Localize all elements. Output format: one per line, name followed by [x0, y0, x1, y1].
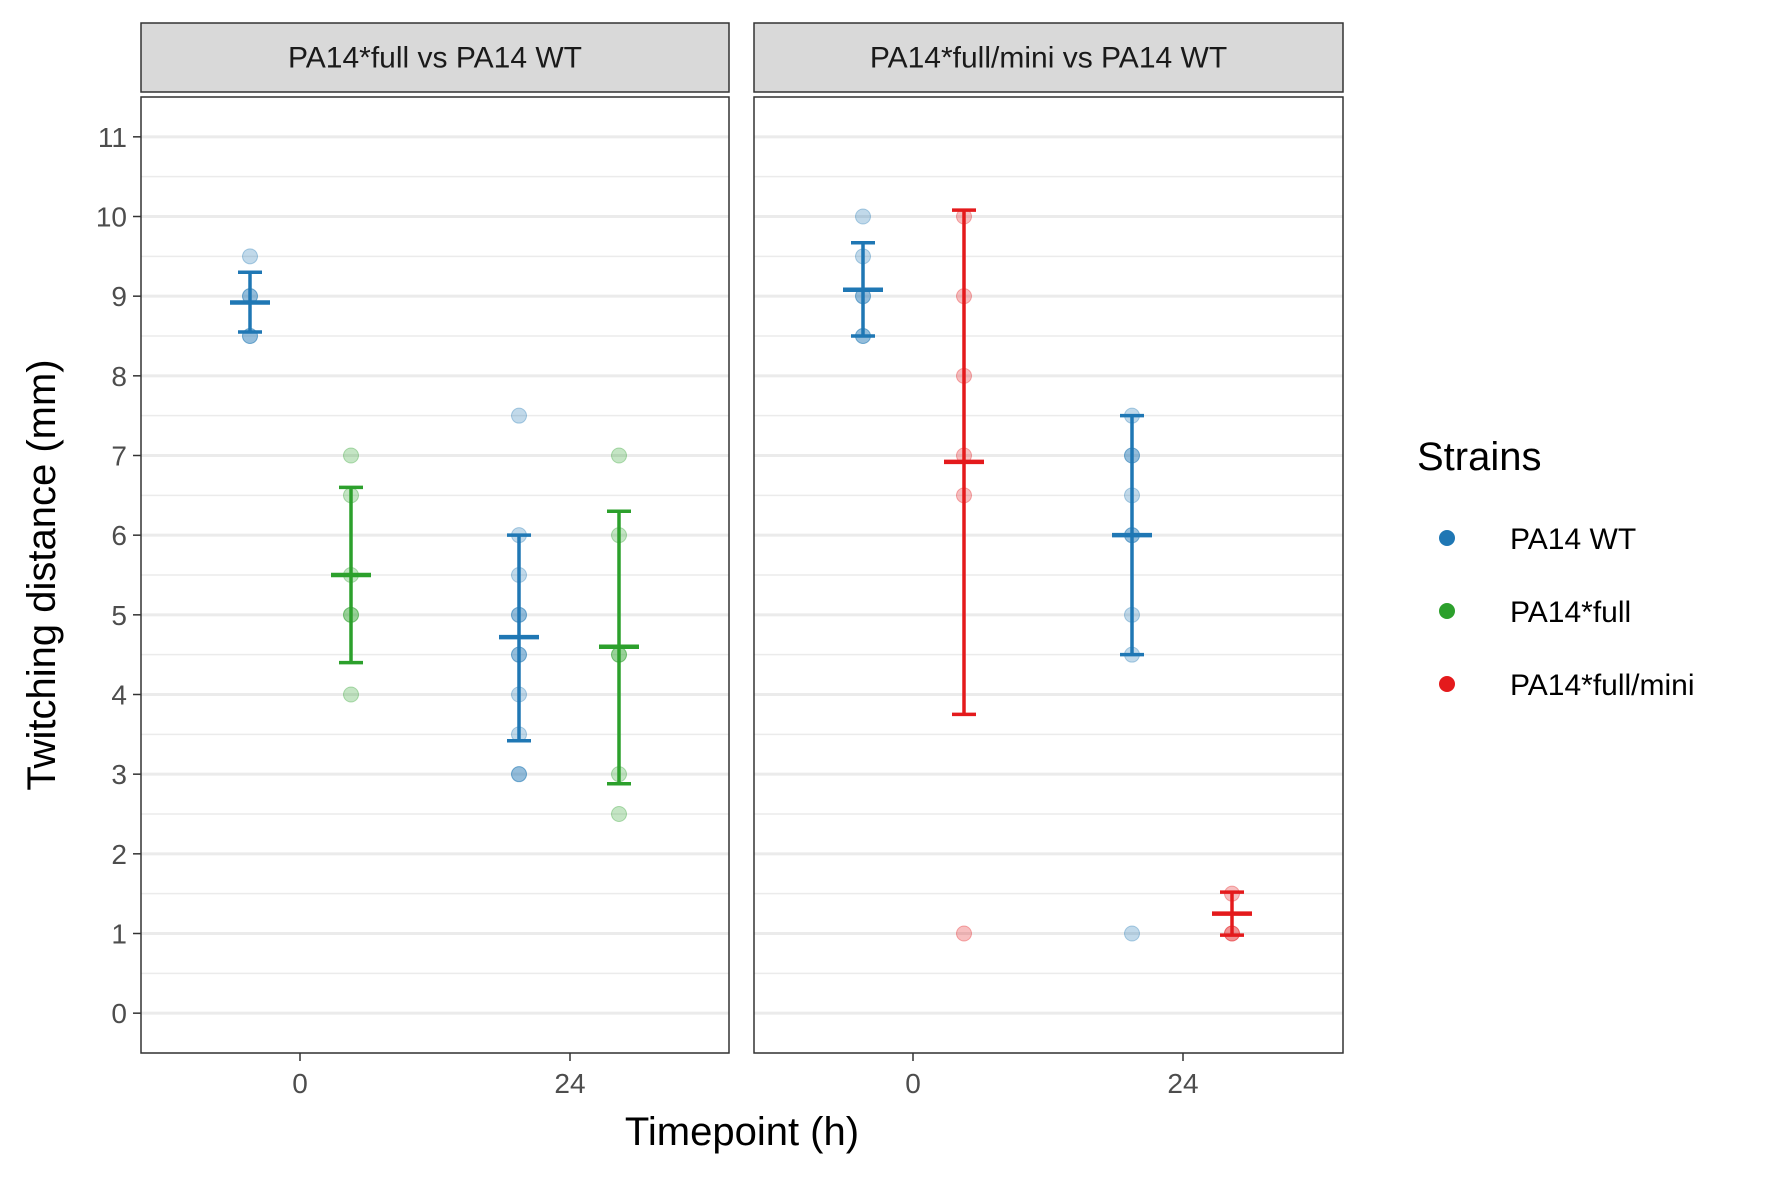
- group-pa14-wt-t0: [230, 248, 270, 344]
- y-tick-label: 10: [96, 202, 127, 233]
- panel-border: [140, 96, 730, 1054]
- x-tick-label: 0: [292, 1068, 308, 1099]
- data-point: [511, 766, 527, 783]
- data-point: [511, 407, 527, 424]
- y-tick-label: 9: [111, 281, 127, 312]
- group-pa14-wt-t24: [499, 407, 539, 783]
- y-tick-label: 5: [111, 600, 127, 631]
- y-tick-label: 8: [111, 361, 127, 392]
- legend-key: [1439, 530, 1455, 546]
- legend-entry: PA14 WT: [1439, 523, 1636, 556]
- legend: Strains PA14 WT PA14*full PA14*full/mini: [1417, 435, 1695, 702]
- legend-label: PA14*full: [1510, 596, 1631, 629]
- data-point: [242, 248, 258, 265]
- x-tick-label: 24: [554, 1068, 585, 1099]
- y-tick-label: 11: [98, 122, 127, 153]
- group-pa14-full-t0: [331, 447, 371, 703]
- y-tick-label: 1: [111, 919, 127, 950]
- panel-title: PA14*full vs PA14 WT: [288, 42, 582, 75]
- data-point: [343, 686, 359, 703]
- data-point: [611, 447, 627, 464]
- legend-label: PA14*full/mini: [1510, 669, 1695, 702]
- panel-2: PA14*full/mini vs PA14 WT 0 24: [753, 22, 1344, 1099]
- y-tick-label: 4: [111, 680, 127, 711]
- x-axis-title: Timepoint (h): [625, 1110, 859, 1154]
- group-pa14-wt-t0: [843, 208, 883, 344]
- data-point: [611, 806, 627, 822]
- data-point: [855, 208, 871, 225]
- group-pa14-full-mini-t24: [1212, 885, 1252, 942]
- y-tick-label: 7: [111, 441, 127, 472]
- data-point: [956, 925, 972, 942]
- y-tick-label: 3: [111, 759, 127, 790]
- group-pa14-full-mini-t0: [944, 208, 984, 942]
- legend-entry: PA14*full: [1439, 596, 1631, 629]
- panel-strip: [753, 22, 1344, 93]
- y-axis-title: Twitching distance (mm): [20, 359, 64, 790]
- legend-title: Strains: [1417, 435, 1542, 479]
- group-pa14-full-t24: [599, 447, 639, 822]
- legend-key: [1439, 676, 1455, 692]
- group-pa14-wt-t24: [1112, 407, 1152, 942]
- x-tick-label: 24: [1167, 1068, 1198, 1099]
- legend-entry: PA14*full/mini: [1439, 669, 1695, 702]
- panel-title: PA14*full/mini vs PA14 WT: [870, 42, 1227, 75]
- x-tick-label: 0: [905, 1068, 921, 1099]
- panel-1: PA14*full vs PA14 WT 0 24: [140, 22, 730, 1099]
- y-tick-label: 0: [111, 998, 127, 1029]
- y-axis: 0 1 2 3 4 5 6 7 8 9 10 11: [96, 122, 141, 1029]
- data-point: [343, 447, 359, 464]
- y-tick-label: 6: [111, 520, 127, 551]
- legend-key: [1439, 603, 1455, 619]
- data-point: [1124, 925, 1140, 942]
- panel-border: [753, 96, 1344, 1054]
- data-point: [511, 766, 527, 783]
- panel-strip: [140, 22, 730, 93]
- legend-label: PA14 WT: [1510, 523, 1636, 556]
- y-tick-label: 2: [111, 839, 127, 870]
